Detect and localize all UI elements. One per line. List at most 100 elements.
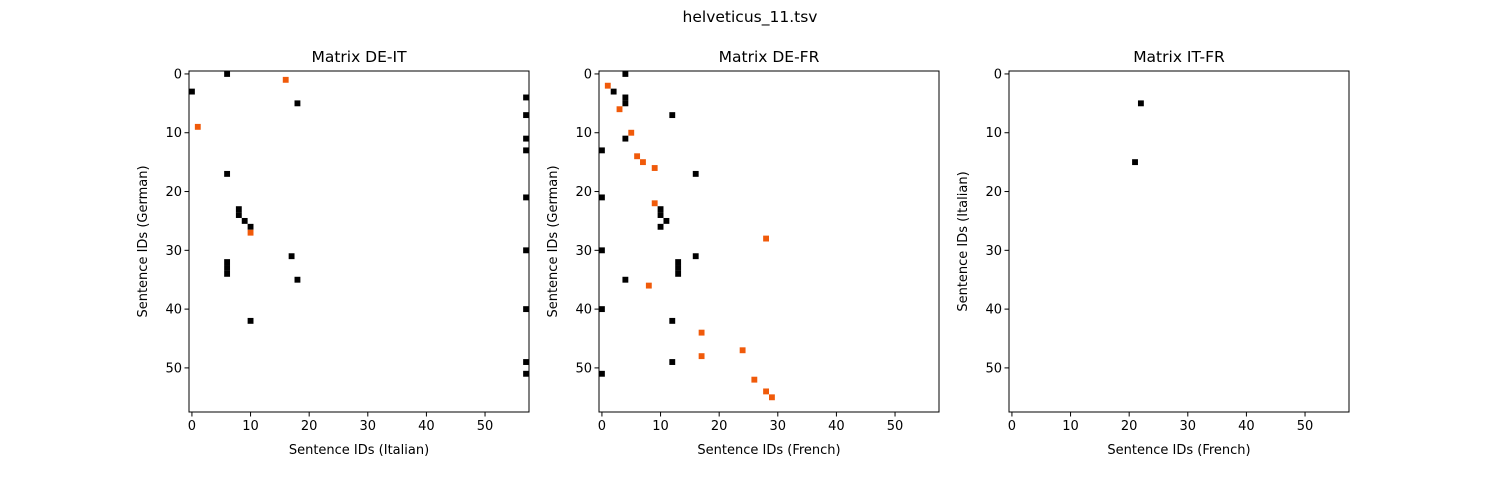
matrix-cell — [698, 353, 705, 360]
y-axis-label: Sentence IDs (Italian) — [956, 171, 971, 311]
y-tick-label: 0 — [994, 67, 1002, 82]
y-tick-label: 30 — [575, 244, 592, 259]
x-axis-label: Sentence IDs (French) — [1107, 443, 1250, 458]
figure-suptitle: helveticus_11.tsv — [683, 8, 818, 27]
matrix-cell — [622, 276, 629, 283]
x-tick-label: 30 — [770, 419, 787, 434]
x-tick-label: 10 — [652, 419, 669, 434]
matrix-cell — [622, 71, 629, 77]
axes-frame — [188, 70, 530, 413]
matrix-cell — [599, 370, 605, 377]
matrix-cell — [523, 112, 529, 119]
panel-de-fr: 0 10 20 30 40 50 0 10 20 30 40 50 Matrix DE-FR Senten… — [546, 48, 940, 458]
matrix-cell — [247, 317, 254, 324]
matrix-cell — [294, 276, 301, 283]
x-tick-label: 50 — [477, 419, 494, 434]
y-tick-label: 10 — [985, 126, 1002, 141]
y-tick-label: 10 — [575, 126, 592, 141]
y-tick-label: 30 — [165, 244, 182, 259]
x-tick-label: 50 — [887, 419, 904, 434]
matrix-cell — [645, 282, 652, 289]
matrix-cell — [599, 147, 605, 154]
y-tick-label: 50 — [575, 361, 592, 376]
y-axis-label: Sentence IDs (German) — [546, 165, 561, 317]
matrix-cell — [763, 388, 769, 395]
axes-frame — [598, 70, 940, 413]
matrix-cell — [523, 194, 529, 201]
y-tick-label: 10 — [165, 126, 182, 141]
matrix-cell — [669, 112, 676, 119]
x-tick-label: 20 — [301, 419, 318, 434]
matrix-cell — [628, 129, 635, 136]
matrix-cell — [523, 370, 529, 377]
matrix-cell — [241, 217, 248, 224]
matrix-cell — [189, 88, 195, 95]
matrix-cell — [294, 100, 301, 107]
matrix-cell — [622, 94, 629, 101]
y-tick-label: 50 — [985, 361, 1002, 376]
matrix-cell — [523, 247, 529, 254]
matrix-cell — [657, 212, 664, 218]
matrix-cell — [669, 359, 676, 365]
matrix-cell — [599, 306, 605, 313]
matrix-cell — [224, 270, 231, 277]
matrix-cell — [622, 135, 629, 142]
x-tick-label: 40 — [828, 419, 845, 434]
matrix-cell — [194, 123, 201, 130]
matrix-cell — [622, 100, 629, 107]
y-tick-label: 40 — [165, 303, 182, 318]
panel-de-it: 0 10 20 30 40 50 0 10 20 30 40 50 Matrix DE-IT Senten… — [136, 48, 530, 458]
matrix-cell — [616, 106, 623, 113]
y-tick-label: 40 — [575, 303, 592, 318]
matrix-cell — [523, 135, 529, 142]
matrix-cell — [224, 71, 231, 77]
y-tick-label: 20 — [165, 185, 182, 200]
panel-title: Matrix IT-FR — [1133, 48, 1225, 66]
matrix-cell — [675, 270, 682, 277]
x-tick-label: 0 — [598, 419, 606, 434]
matrix-cell — [651, 165, 658, 171]
y-axis-label: Sentence IDs (German) — [136, 165, 151, 317]
y-tick-label: 30 — [985, 244, 1002, 259]
panel-title: Matrix DE-FR — [719, 48, 820, 66]
matrix-cell — [224, 265, 231, 271]
matrix-cell — [1137, 100, 1144, 107]
matrix-cell — [763, 235, 769, 242]
matrix-cell — [1132, 159, 1138, 166]
matrix-cell — [224, 259, 231, 266]
matrix-cell — [523, 147, 529, 154]
x-tick-label: 20 — [1121, 419, 1138, 434]
matrix-cell — [739, 347, 746, 354]
matrix-cell — [657, 206, 664, 213]
matrix-cell — [751, 376, 758, 383]
matrix-cell — [651, 200, 658, 207]
matrix-cell — [698, 329, 705, 336]
matrix-cell — [247, 223, 254, 230]
panel-it-fr: 0 10 20 30 40 50 0 10 20 30 40 50 Matrix IT-FR Senten… — [956, 48, 1350, 458]
matrix-cell — [669, 317, 676, 324]
y-tick-label: 20 — [575, 185, 592, 200]
panel-title: Matrix DE-IT — [311, 48, 407, 66]
matrix-cell — [604, 82, 611, 89]
matrix-cell — [692, 253, 699, 260]
matrix-cell — [663, 217, 670, 224]
matrix-cell — [657, 223, 664, 230]
matrix-cell — [634, 153, 641, 160]
x-axis-label: Sentence IDs (French) — [697, 443, 840, 458]
y-tick-label: 0 — [174, 67, 182, 82]
x-axis-label: Sentence IDs (Italian) — [289, 443, 429, 458]
x-tick-label: 0 — [1008, 419, 1016, 434]
y-tick-label: 40 — [985, 303, 1002, 318]
x-tick-label: 40 — [418, 419, 435, 434]
matrix-cell — [235, 206, 242, 213]
axes-frame — [1008, 70, 1350, 413]
x-tick-label: 50 — [1297, 419, 1314, 434]
x-tick-label: 10 — [242, 419, 259, 434]
matrix-cell — [523, 94, 529, 101]
matrix-cell — [769, 394, 775, 401]
y-tick-label: 20 — [985, 185, 1002, 200]
matrix-cell — [288, 253, 295, 260]
matrix-cell — [599, 194, 605, 201]
